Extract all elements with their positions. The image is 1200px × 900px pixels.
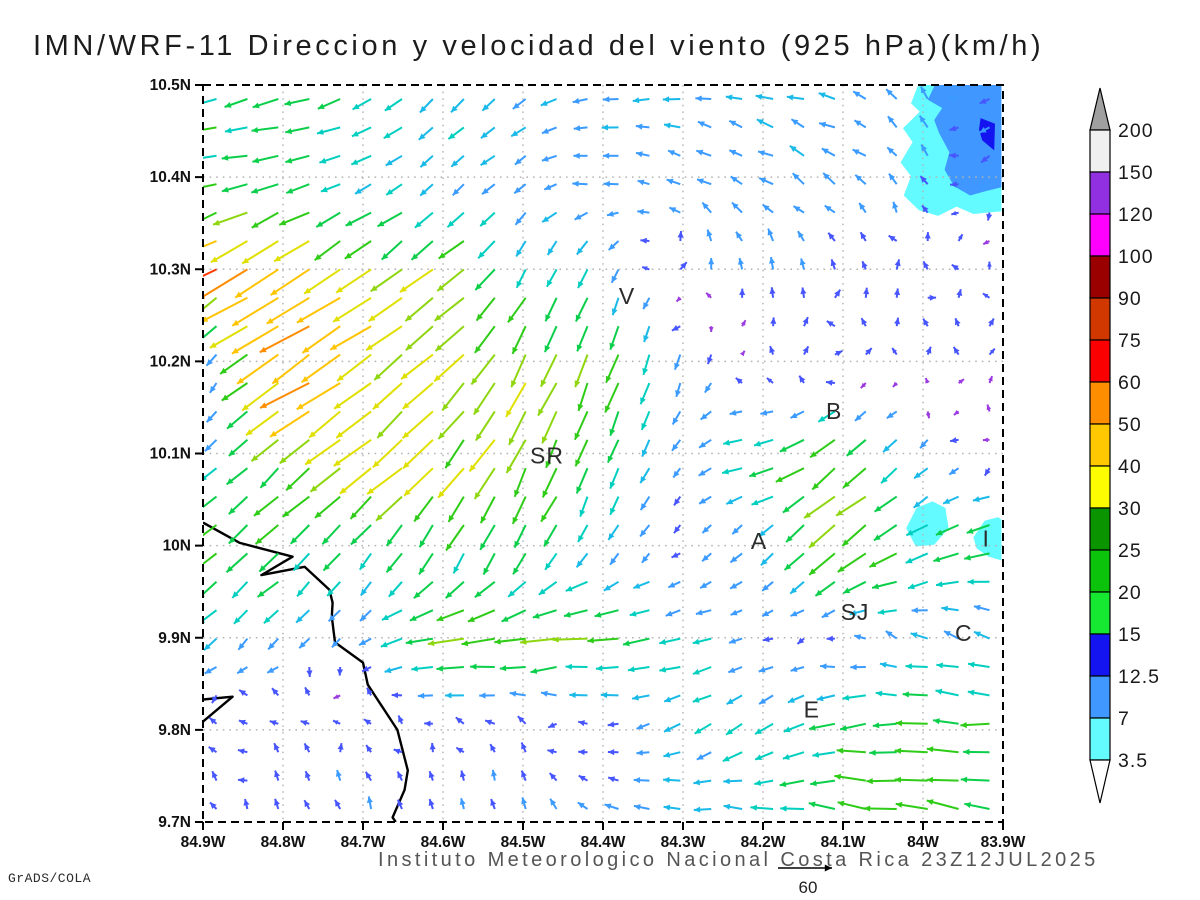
colorbar-top-arrow [1089, 87, 1111, 131]
colorbar-bottom-arrow [1089, 759, 1111, 804]
coastline-segment [203, 695, 234, 723]
grads-credit: GrADS/COLA [8, 871, 92, 886]
y-tick-label: 10.2N [150, 353, 191, 370]
colorbar-level-label: 50 [1118, 414, 1142, 436]
colorbar-block [1089, 675, 1111, 719]
colorbar-block [1089, 549, 1111, 593]
shaded-region-3.5-7 [906, 501, 949, 547]
colorbar-block [1089, 507, 1111, 551]
station-label-I: I [983, 525, 990, 551]
y-tick-label: 10.4N [150, 169, 191, 186]
y-tick-label: 10.3N [150, 261, 191, 278]
station-labels: V B SR A SJ C E I [530, 283, 990, 723]
station-label-V: V [619, 283, 635, 309]
station-label-E: E [804, 697, 820, 723]
shaded-region-7-12.5 [927, 85, 1002, 196]
x-tick-label: 84.1W [821, 834, 866, 851]
colorbar-block [1089, 423, 1111, 467]
y-tick-label: 9.8N [158, 722, 191, 739]
colorbar-level-label: 120 [1118, 204, 1154, 226]
colorbar-level-label: 15 [1118, 624, 1142, 646]
colorbar-level-label: 3.5 [1118, 750, 1148, 772]
station-label-B: B [826, 398, 842, 424]
colorbar-block [1089, 171, 1111, 215]
colorbar-level-label: 60 [1118, 372, 1142, 394]
colorbar-block [1089, 339, 1111, 383]
x-tick-label: 84.9W [181, 834, 226, 851]
colorbar-block [1089, 297, 1111, 341]
x-tick-label: 84.4W [581, 834, 626, 851]
x-axis: 84.9W 84.8W 84.7W 84.6W 84.5W 84.4W 84.3W 84.2W… [181, 822, 1026, 851]
colorbar-level-label: 150 [1118, 162, 1154, 184]
graticule-grid-lines [203, 85, 1003, 822]
colorbar-block [1089, 381, 1111, 425]
x-tick-label: 84.3W [661, 834, 706, 851]
colorbar-block [1089, 129, 1111, 173]
x-tick-label: 84.2W [741, 834, 786, 851]
colorbar-block [1089, 465, 1111, 509]
colorbar-level-label: 90 [1118, 288, 1142, 310]
coastline-segment [203, 521, 409, 822]
x-tick-label: 83.9W [981, 834, 1026, 851]
x-tick-label: 84.6W [421, 834, 466, 851]
plot-title: IMN/WRF-11 Direccion y velocidad del vie… [33, 30, 1045, 62]
y-tick-label: 10.1N [150, 446, 191, 463]
colorbar-block [1089, 213, 1111, 257]
wind-vectors-layer [203, 86, 996, 813]
y-tick-label: 10.5N [150, 77, 191, 94]
x-tick-label: 84.5W [501, 834, 546, 851]
y-tick-label: 9.7N [158, 814, 191, 831]
colorbar-block [1089, 255, 1111, 299]
station-label-C: C [955, 620, 973, 646]
colorbar-level-label: 100 [1118, 246, 1154, 268]
colorbar-block [1089, 633, 1111, 677]
colorbar-block [1089, 591, 1111, 635]
y-tick-label: 9.9N [158, 630, 191, 647]
colorbar-block [1089, 717, 1111, 761]
station-label-SR: SR [530, 442, 564, 468]
colorbar-level-label: 7 [1118, 708, 1130, 730]
footer-caption: Instituto Meteorologico Nacional Costa R… [378, 849, 1099, 871]
colorbar-level-label: 30 [1118, 498, 1142, 520]
station-label-SJ: SJ [841, 599, 870, 625]
colorbar-level-label: 25 [1118, 540, 1142, 562]
x-tick-label: 84.7W [341, 834, 386, 851]
reference-vector-label: 60 [799, 878, 818, 897]
reference-vector: 60 [778, 864, 832, 897]
colorbar-legend: 200 150 120 100 90 75 60 50 40 30 25 20 15 12.5 7 3.5 [1089, 87, 1160, 804]
x-tick-label: 84.8W [261, 834, 306, 851]
colorbar-level-label: 20 [1118, 582, 1142, 604]
colorbar-level-label: 75 [1118, 330, 1142, 352]
colorbar-level-label: 12.5 [1118, 666, 1160, 688]
station-label-A: A [751, 528, 767, 554]
x-tick-label: 84W [907, 834, 939, 851]
colorbar-level-label: 200 [1118, 120, 1154, 142]
y-axis: 10.5N 10.4N 10.3N 10.2N 10.1N 10N 9.9N 9.8N 9.7N [150, 77, 203, 831]
colorbar-level-label: 40 [1118, 456, 1142, 478]
y-tick-label: 10N [163, 538, 191, 555]
shaded-region-12.5-15 [979, 118, 995, 151]
